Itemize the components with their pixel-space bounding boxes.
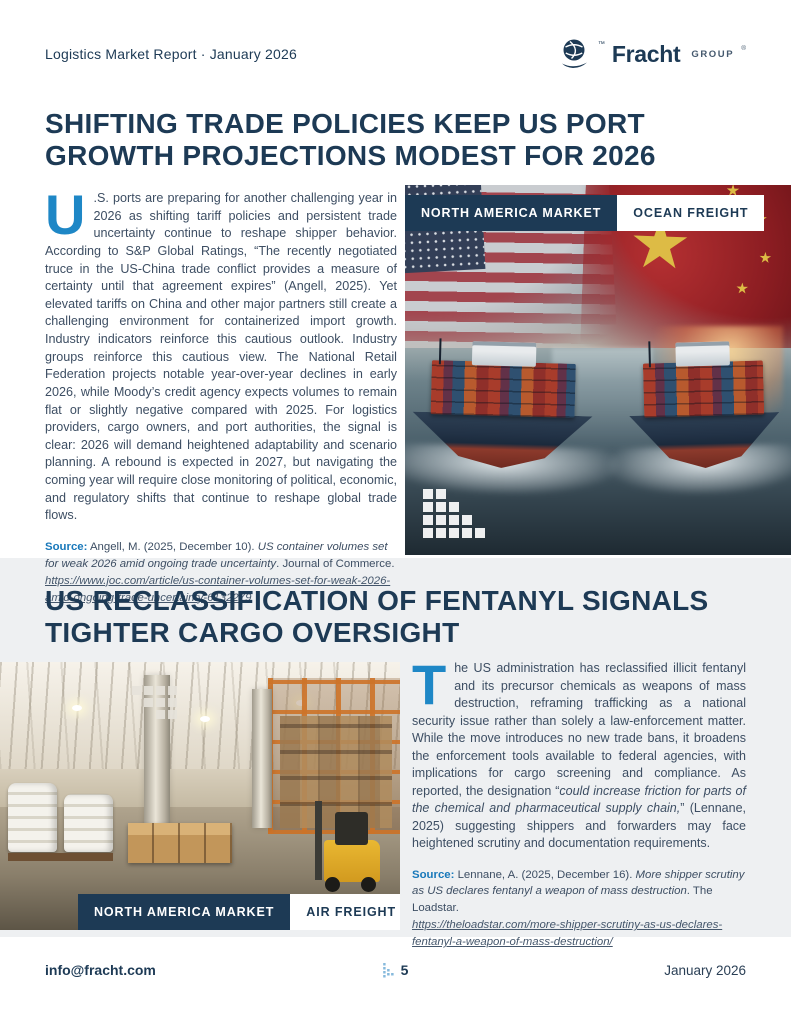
ceiling-light [72,704,82,711]
freight-mode-tag: OCEAN FREIGHT [617,195,765,231]
article2-headline: US RECLASSIFICATION OF FENTANYL SIGNALS … [45,585,709,649]
ship-bridge [471,341,537,368]
ship-mast [438,338,442,365]
ceiling-light [200,715,210,722]
page-dots-icon [382,962,394,977]
article1-body: U .S. ports are preparing for another cha… [45,183,397,607]
source-label: Source: [45,540,88,553]
forklift-mast [314,801,323,880]
ocean-freight-photo: NORTH AMERICA MARKET OCEAN FREIGHT [405,185,791,555]
sack-stack [8,783,58,852]
brand-logo: ™ Fracht GROUP ® [559,37,746,71]
china-flag-star [759,251,771,263]
article1-source-link[interactable]: https://www.joc.com/article/us-container… [45,574,391,604]
article2-paragraph-after: ” (Lennane, 2025) suggesting shippers an… [412,801,746,850]
forklift-body [323,839,380,882]
article1-tags: NORTH AMERICA MARKET OCEAN FREIGHT [405,195,765,231]
article2-dropcap: T [412,653,447,716]
article2-paragraph-before: he US administration has reclassified il… [412,661,746,798]
forklift-wheel [324,877,340,893]
market-tag: NORTH AMERICA MARKET [78,894,291,930]
forklift [312,801,384,893]
masthead: Logistics Market Report · January 2026 ™… [45,30,746,78]
page-number: 5 [400,962,409,978]
container-stack [643,360,765,418]
source-publisher: . The Loadstar. [412,885,713,915]
page-footer: info@fracht.com 5 January 2026 [45,958,746,982]
source-citation: Lennane, A. (2025, December 16). [454,868,636,881]
article2-source: Source: Lennane, A. (2025, December 16).… [412,867,746,951]
article1-source: Source: Angell, M. (2025, December 10). … [45,539,397,607]
article2-quote: could increase friction for parts of the… [412,783,746,816]
source-citation: Angell, M. (2025, December 10). [87,540,258,553]
article1-headline: SHIFTING TRADE POLICIES KEEP US PORT GRO… [45,108,656,172]
container-ship-right [608,331,791,497]
freight-mode-tag: AIR FREIGHT [290,894,400,930]
report-title: Logistics Market Report · January 2026 [45,46,297,62]
brand-name: Fracht [611,40,681,67]
concrete-pillar [252,688,272,829]
source-title: US container volumes set for weak 2026 a… [45,540,388,570]
contact-email-link[interactable]: info@fracht.com [45,962,156,978]
article1-dropcap: U [45,183,86,246]
source-publisher: . Journal of Commerce. [276,557,395,570]
source-label: Source: [412,868,455,881]
page-number-group: 5 [382,962,409,978]
rack-boxes [280,715,392,829]
china-flag-star [736,282,748,294]
brand-suffix: GROUP [691,48,735,60]
brand-reg: ® [741,45,746,52]
brand-tm: ™ [597,41,605,48]
dot-grid-motif [423,489,485,538]
forklift-wheel [360,877,376,893]
sack-pallets [8,780,120,866]
container-stack [430,360,576,419]
wooden-pallet [8,852,114,861]
article1-paragraph: .S. ports are preparing for another chal… [45,191,397,523]
ship-bridge [675,341,731,367]
footer-date: January 2026 [664,962,746,978]
dot-grid-motif [132,686,177,720]
fracht-globe-icon [561,39,587,68]
article2-source-link[interactable]: https://theloadstar.com/more-shipper-scr… [412,919,723,948]
sack-stack [64,793,114,852]
air-freight-photo: NORTH AMERICA MARKET AIR FREIGHT [0,662,400,930]
article2-tags: NORTH AMERICA MARKET AIR FREIGHT [78,894,400,930]
container-ship-left [405,316,619,498]
forklift-cab [335,812,369,846]
source-title: More shipper scrutiny as US declares fen… [412,868,745,898]
market-tag: NORTH AMERICA MARKET [405,195,618,231]
cardboard-boxes [128,822,232,863]
